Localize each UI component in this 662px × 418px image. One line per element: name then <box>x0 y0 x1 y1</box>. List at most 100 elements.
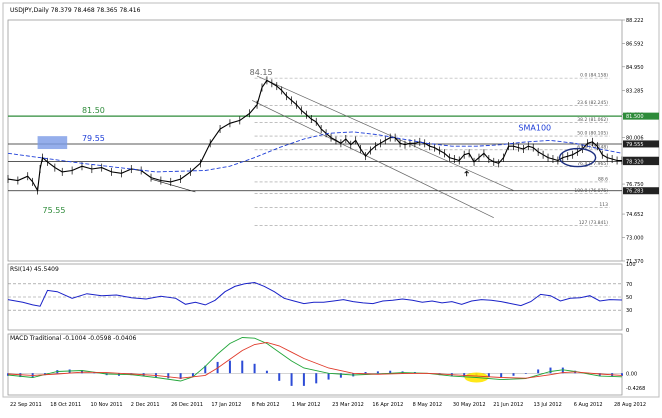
y-tick-label: 73.000 <box>626 236 644 242</box>
channel-upper-line <box>256 75 514 191</box>
price-marker-box <box>623 112 659 120</box>
up-arrow-icon <box>464 170 470 177</box>
rsi-tick-label: 100 <box>626 262 636 268</box>
y-tick-label: 71.370 <box>626 259 644 265</box>
price-marker-box <box>623 140 659 148</box>
macd-histogram-bar <box>302 373 305 386</box>
annotation-label: 81.50 <box>82 106 105 115</box>
date-label: 6 Aug 2012 <box>574 402 603 408</box>
annotation-label: 84.15 <box>250 68 273 77</box>
date-label: 17 Jan 2012 <box>211 402 241 408</box>
macd-histogram-bar <box>537 369 540 374</box>
macd-histogram-bar <box>598 373 601 376</box>
y-tick-label: 80.006 <box>626 135 644 141</box>
macd-histogram-bar <box>364 372 367 374</box>
panel-frame-3 <box>7 333 623 396</box>
date-label: 2 Dec 2011 <box>131 402 160 408</box>
date-label: 22 Sep 2011 <box>10 402 42 408</box>
macd-histogram-bar <box>204 365 207 374</box>
macd-histogram-bar <box>265 370 268 374</box>
y-tick-label: 74.652 <box>626 212 644 218</box>
macd-histogram-bar <box>327 373 330 380</box>
fib-label: 38.2 (81.062) <box>577 117 608 123</box>
macd-histogram-bar <box>512 373 515 376</box>
fib-label: 100.0 (76.075) <box>574 188 608 194</box>
price-marker-label: 81.500 <box>626 114 644 120</box>
rsi-tick-label: 0 <box>626 328 629 334</box>
price-marker-label: 78.320 <box>626 160 644 166</box>
macd-histogram-bar <box>80 370 83 374</box>
resistance-zone-box <box>37 136 68 150</box>
fib-label: 113 <box>599 202 608 208</box>
signal-line <box>7 341 623 379</box>
macd-histogram-bar <box>278 373 281 381</box>
date-label: 8 May 2012 <box>413 402 442 408</box>
price-marker-label: 79.555 <box>626 142 644 148</box>
price-marker-box <box>623 187 659 195</box>
trend-line-low <box>150 178 196 193</box>
macd-histogram-bar <box>500 373 503 378</box>
date-label: 16 Apr 2012 <box>372 402 403 408</box>
date-label: 30 May 2012 <box>453 402 486 408</box>
annotation-label: 75.55 <box>43 206 66 215</box>
y-tick-label: 84.950 <box>626 65 644 71</box>
macd-histogram-bar <box>167 373 170 379</box>
macd-histogram-bar <box>191 373 194 377</box>
macd-histogram-bar <box>463 373 466 377</box>
macd-panel-title: MACD Traditional -0.1004 -0.0598 -0.0406 <box>10 335 137 342</box>
macd-histogram-bar <box>561 367 564 374</box>
macd-histogram-bar <box>376 371 379 374</box>
date-label: 10 Nov 2011 <box>91 402 123 408</box>
y-tick-label: 86.592 <box>626 41 644 47</box>
fib-label: 127 (73.841) <box>579 220 609 226</box>
price-marker-box <box>623 158 659 166</box>
consolidation-ellipse <box>558 147 597 168</box>
sma100-line <box>7 131 623 173</box>
y-tick-label: 76.750 <box>626 182 644 188</box>
fib-label: 76.4 (77.965) <box>577 161 608 167</box>
macd-histogram-bar <box>549 367 552 374</box>
macd-histogram-bar <box>389 370 392 374</box>
y-tick-label: 83.285 <box>626 89 644 95</box>
rsi-tick-label: 30 <box>626 308 632 314</box>
date-label: 23 Mar 2012 <box>332 402 364 408</box>
macd-histogram-bar <box>7 373 9 376</box>
annotation-label: 79.55 <box>82 134 105 143</box>
window-border <box>2 2 660 398</box>
date-label: 26 Dec 2011 <box>171 402 203 408</box>
macd-histogram-bar <box>487 373 490 378</box>
macd-line <box>7 337 623 382</box>
macd-histogram-bar <box>253 363 256 374</box>
rsi-panel-title: RSI(14) 45.5409 <box>10 266 59 273</box>
date-label: 21 Jun 2012 <box>493 402 523 408</box>
panel-frame-1 <box>7 19 623 262</box>
date-label: 18 Oct 2011 <box>50 402 81 408</box>
date-label: 8 Feb 2012 <box>252 402 280 408</box>
macd-histogram-bar <box>524 373 527 374</box>
main-panel-title: USDJPY,Daily 78.379 78.468 78.365 78.416 <box>10 7 141 14</box>
rsi-tick-label: 70 <box>626 282 632 288</box>
macd-histogram-bar <box>241 360 244 374</box>
fib-label: 88.6 <box>598 176 608 182</box>
channel-lower-line <box>251 100 494 218</box>
macd-histogram-bar <box>19 373 22 378</box>
macd-histogram-bar <box>339 373 342 378</box>
price-series-line <box>7 79 622 193</box>
macd-histogram-bar <box>179 373 182 379</box>
macd-histogram-bar <box>621 373 623 376</box>
fib-label: 0.0 (84.158) <box>580 73 608 79</box>
annotation-label: SMA100 <box>518 123 551 132</box>
date-label: 1 Mar 2012 <box>292 402 321 408</box>
fib-label: 61.8 (79.148) <box>577 144 608 150</box>
y-tick-label: 88.222 <box>626 18 644 24</box>
price-marker-label: 76.283 <box>626 189 644 195</box>
fib-label: 50.0 (80.105) <box>577 131 608 137</box>
date-label: 28 Aug 2012 <box>614 402 646 408</box>
date-label: 13 Jul 2012 <box>533 402 561 408</box>
macd-tick-label: 0.00 <box>626 371 637 377</box>
macd-histogram-bar <box>228 360 231 374</box>
macd-histogram-bar <box>290 373 293 386</box>
